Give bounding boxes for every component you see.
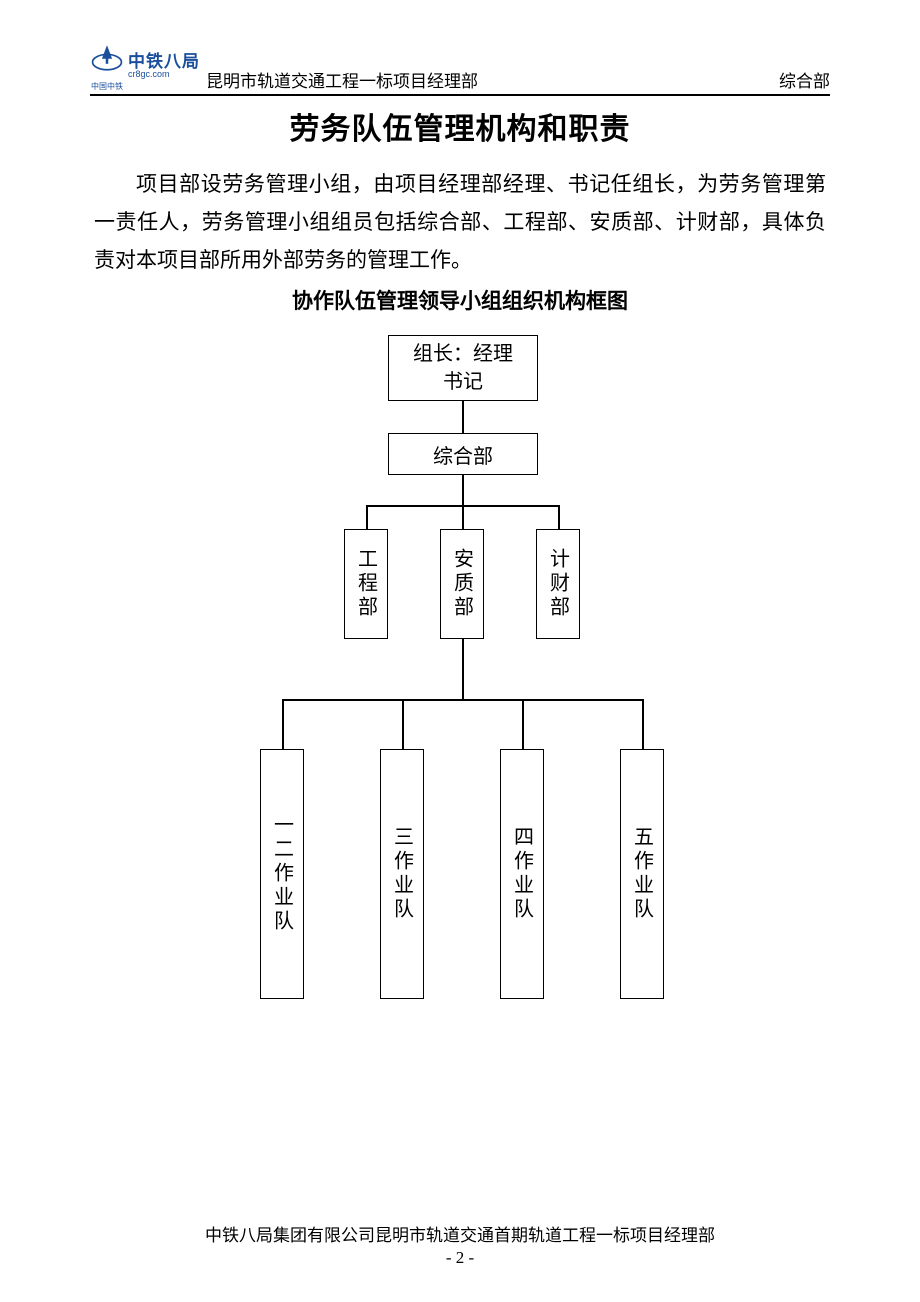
node-zonghe: 综合部 — [388, 433, 538, 475]
logo-subtext: 中国中铁 — [90, 81, 124, 92]
node-team-1-label: 一二作业队 — [268, 814, 297, 934]
conn-dept-3 — [558, 505, 560, 529]
conn-team-4 — [642, 699, 644, 749]
node-team-2: 三作业队 — [380, 749, 424, 999]
header-left: 昆明市轨道交通工程一标项目经理部 — [206, 67, 779, 92]
node-gongcheng: 工程部 — [344, 529, 388, 639]
logo-cn: 中铁八局 — [128, 53, 200, 70]
node-leader: 组长：经理 书记 — [388, 335, 538, 401]
node-leader-line2: 书记 — [443, 371, 483, 393]
header-right: 综合部 — [779, 67, 830, 92]
node-anzhi: 安质部 — [440, 529, 484, 639]
conn-leader-mid — [462, 401, 464, 433]
node-anzhi-label: 安质部 — [448, 548, 477, 620]
node-team-4: 五作业队 — [620, 749, 664, 999]
orgchart-title: 协作队伍管理领导小组组织机构框图 — [90, 285, 830, 315]
logo-en: cr8gc.com — [128, 70, 200, 79]
conn-mid-down — [462, 475, 464, 505]
logo-icon: 中国中铁 — [90, 40, 124, 92]
intro-paragraph: 项目部设劳务管理小组，由项目经理部经理、书记任组长，为劳务管理第一责任人，劳务管… — [94, 166, 826, 279]
conn-team-3 — [522, 699, 524, 749]
conn-team-1 — [282, 699, 284, 749]
node-team-3-label: 四作业队 — [508, 826, 537, 922]
node-jicai: 计财部 — [536, 529, 580, 639]
logo-block: 中国中铁 中铁八局 cr8gc.com — [90, 40, 200, 92]
node-leader-line1: 组长：经理 — [413, 343, 513, 365]
node-team-1: 一二作业队 — [260, 749, 304, 999]
page-number: - 2 - — [0, 1248, 920, 1268]
node-team-4-label: 五作业队 — [628, 826, 657, 922]
logo-text: 中铁八局 cr8gc.com — [128, 53, 200, 79]
node-team-3: 四作业队 — [500, 749, 544, 999]
header-row: 中国中铁 中铁八局 cr8gc.com 昆明市轨道交通工程一标项目经理部 综合部 — [90, 40, 830, 96]
conn-anzhi-down — [462, 639, 464, 699]
page: 中国中铁 中铁八局 cr8gc.com 昆明市轨道交通工程一标项目经理部 综合部… — [0, 0, 920, 1302]
page-footer: 中铁八局集团有限公司昆明市轨道交通首期轨道工程一标项目经理部 - 2 - — [0, 1221, 920, 1268]
conn-team-bar — [282, 699, 644, 701]
footer-line: 中铁八局集团有限公司昆明市轨道交通首期轨道工程一标项目经理部 — [0, 1221, 920, 1246]
node-team-2-label: 三作业队 — [388, 826, 417, 922]
node-jicai-label: 计财部 — [544, 548, 573, 620]
org-chart: 组长：经理 书记 综合部 工程部 安质部 计财部 — [180, 335, 740, 1025]
node-gongcheng-label: 工程部 — [352, 548, 381, 620]
conn-team-2 — [402, 699, 404, 749]
conn-dept-1 — [366, 505, 368, 529]
conn-dept-2 — [462, 505, 464, 529]
page-title: 劳务队伍管理机构和职责 — [90, 104, 830, 148]
node-zonghe-label: 综合部 — [433, 440, 493, 469]
